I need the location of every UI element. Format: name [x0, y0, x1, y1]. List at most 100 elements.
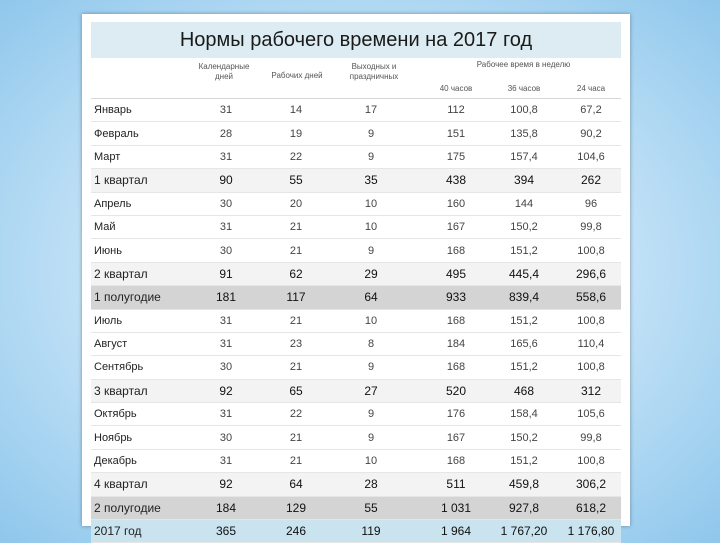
weekends-cell: 9: [367, 408, 375, 421]
weekends-cell: 9: [367, 127, 375, 140]
table-title: Нормы рабочего времени на 2017 год: [91, 22, 621, 58]
hours-24-cell: 100,8: [577, 314, 605, 327]
row-name: Август: [94, 338, 128, 351]
table-row: 2 полугодие 184 129 55 1 031 927,8 618,2: [91, 496, 621, 521]
calendar-days-cell: 31: [219, 455, 233, 468]
weekends-cell: 17: [364, 104, 378, 117]
table-row: Май 31 21 10 167 150,2 99,8: [91, 216, 621, 240]
work-days-cell: 21: [289, 431, 303, 444]
hours-40-cell: 520: [445, 383, 467, 398]
row-name: Декабрь: [94, 455, 137, 468]
table-row: Ноябрь 30 21 9 167 150,2 99,8: [91, 426, 621, 450]
calendar-days-cell: 30: [219, 431, 233, 444]
weekends-cell: 8: [367, 338, 375, 351]
weekends-cell: 9: [367, 150, 375, 163]
hours-36-cell: 144: [514, 197, 534, 210]
hours-40-cell: 151: [446, 127, 466, 140]
hours-40-cell: 112: [447, 104, 465, 117]
calendar-days-cell: 31: [219, 338, 233, 351]
hours-24-cell: 104,6: [577, 150, 605, 163]
hours-36-cell: 151,2: [510, 455, 538, 468]
table-row: Декабрь 31 21 10 168 151,2 100,8: [91, 450, 621, 474]
hours-36-cell: 468: [513, 383, 535, 398]
weekends-cell: 10: [364, 221, 378, 234]
table-row: Июнь 30 21 9 168 151,2 100,8: [91, 239, 621, 263]
hours-24-cell: 99,8: [580, 221, 602, 234]
calendar-days-cell: 90: [219, 173, 233, 188]
calendar-days-cell: 92: [219, 477, 233, 492]
table-row: Июль 31 21 10 168 151,2 100,8: [91, 310, 621, 333]
row-name: 1 квартал: [94, 173, 148, 188]
weekends-cell: 64: [364, 290, 378, 305]
calendar-days-cell: 91: [219, 266, 233, 281]
weekends-cell: 35: [364, 173, 378, 188]
header-work-days: Рабочих дней: [271, 71, 323, 80]
row-name: Ноябрь: [94, 431, 133, 444]
hours-40-cell: 168: [446, 455, 466, 468]
work-days-cell: 14: [289, 104, 303, 117]
hours-40-cell: 176: [446, 408, 466, 421]
row-name: 1 полугодие: [94, 290, 161, 305]
hours-36-cell: 839,4: [508, 290, 540, 305]
table-row: 2 квартал 91 62 29 495 445,4 296,6: [91, 262, 621, 287]
work-days-cell: 129: [285, 500, 307, 515]
weekends-cell: 9: [367, 361, 375, 374]
weekends-cell: 29: [364, 266, 378, 281]
hours-36-cell: 394: [513, 173, 535, 188]
table-row: Октябрь 31 22 9 176 158,4 105,6: [91, 403, 621, 427]
table-row: 3 квартал 92 65 27 520 468 312: [91, 379, 621, 404]
header-24-hours: 24 часа: [576, 84, 606, 93]
row-name: 3 квартал: [94, 383, 148, 398]
work-hours-table: Нормы рабочего времени на 2017 год Кален…: [91, 22, 621, 543]
row-name: Октябрь: [94, 408, 137, 421]
work-days-cell: 22: [289, 150, 303, 163]
hours-36-cell: 151,2: [510, 314, 538, 327]
row-name: Апрель: [94, 197, 132, 210]
calendar-days-cell: 31: [219, 150, 233, 163]
row-name: Февраль: [94, 127, 139, 140]
hours-40-cell: 167: [446, 221, 466, 234]
hours-24-cell: 558,6: [575, 290, 607, 305]
work-days-cell: 21: [289, 244, 303, 257]
work-days-cell: 19: [289, 127, 303, 140]
row-name: Март: [94, 150, 121, 163]
hours-24-cell: 105,6: [577, 408, 605, 421]
work-days-cell: 246: [285, 524, 307, 539]
weekends-cell: 27: [364, 383, 378, 398]
header-36-hours: 36 часов: [507, 84, 541, 93]
weekends-cell: 119: [361, 524, 381, 539]
table-row: Сентябрь 30 21 9 168 151,2 100,8: [91, 356, 621, 380]
calendar-days-cell: 184: [215, 500, 237, 515]
table-row: Март 31 22 9 175 157,4 104,6: [91, 146, 621, 170]
table-row: Январь 31 14 17 112 100,8 67,2: [91, 99, 621, 123]
hours-36-cell: 459,8: [508, 477, 540, 492]
work-days-cell: 21: [289, 361, 303, 374]
header-work-time-per-week: Рабочее время в неделю: [476, 60, 571, 69]
hours-36-cell: 151,2: [510, 361, 538, 374]
table-row: 4 квартал 92 64 28 511 459,8 306,2: [91, 473, 621, 497]
hours-24-cell: 100,8: [577, 244, 605, 257]
hours-40-cell: 160: [446, 197, 466, 210]
hours-36-cell: 151,2: [510, 244, 538, 257]
work-days-cell: 23: [289, 338, 303, 351]
table-header: Календарные дней Рабочих дней Выходных и…: [91, 58, 621, 99]
hours-40-cell: 168: [446, 244, 466, 257]
hours-36-cell: 927,8: [508, 500, 540, 515]
table-row: 1 квартал 90 55 35 438 394 262: [91, 169, 621, 193]
work-days-cell: 65: [289, 383, 303, 398]
calendar-days-cell: 30: [219, 197, 233, 210]
work-days-cell: 21: [289, 221, 303, 234]
row-name: Сентябрь: [94, 361, 144, 374]
calendar-days-cell: 31: [219, 104, 233, 117]
hours-24-cell: 67,2: [580, 104, 602, 117]
calendar-days-cell: 28: [219, 127, 233, 140]
table-row: 1 полугодие 181 117 64 933 839,4 558,6: [91, 286, 621, 310]
weekends-cell: 9: [367, 244, 375, 257]
hours-36-cell: 100,8: [510, 104, 538, 117]
work-days-cell: 20: [289, 197, 303, 210]
hours-24-cell: 100,8: [577, 361, 605, 374]
hours-24-cell: 312: [580, 383, 602, 398]
hours-40-cell: 438: [445, 173, 467, 188]
row-name: Май: [94, 221, 116, 234]
hours-40-cell: 168: [446, 361, 466, 374]
